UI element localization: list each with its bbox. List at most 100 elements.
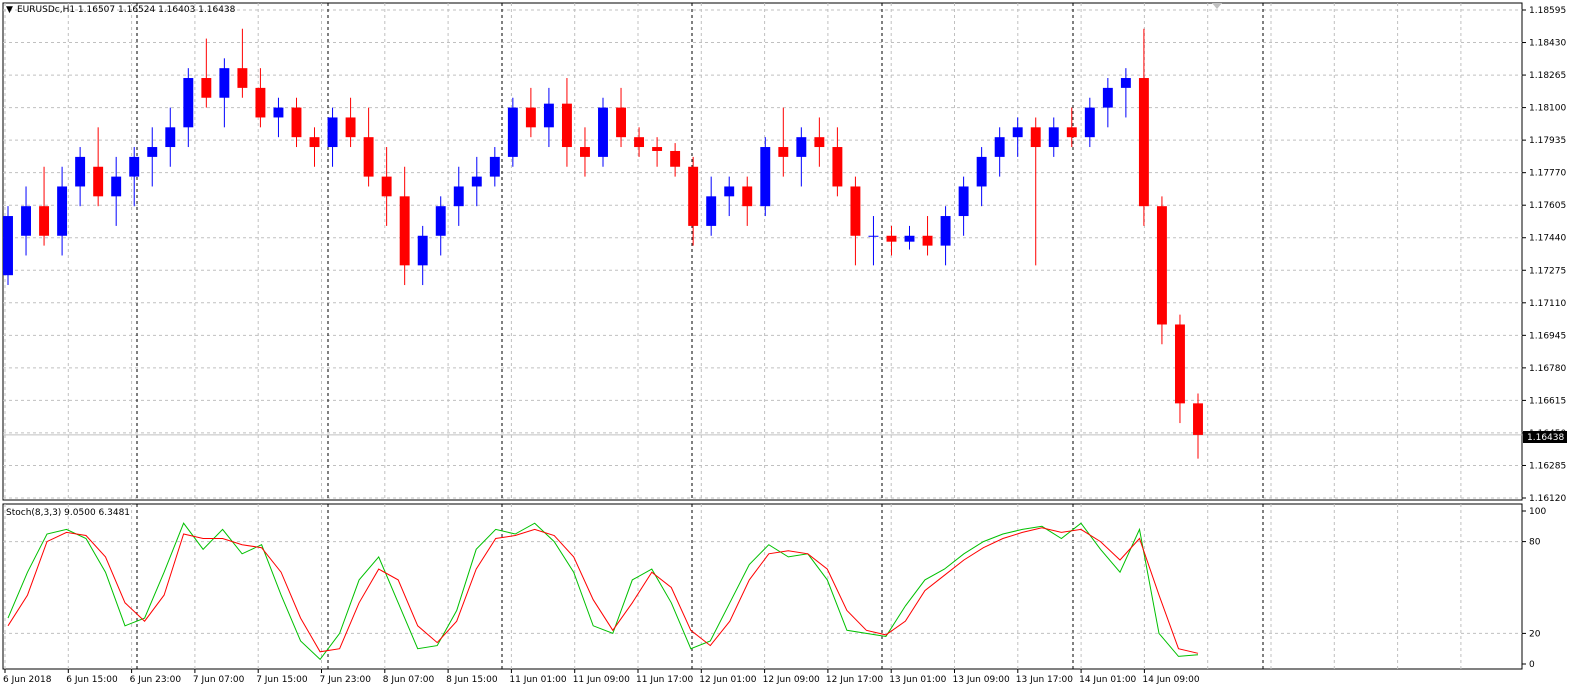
candle-body bbox=[147, 147, 158, 157]
candle-body bbox=[742, 186, 753, 207]
time-tick-label: 11 Jun 09:00 bbox=[573, 675, 630, 685]
candle-body bbox=[255, 87, 266, 118]
candle-body bbox=[760, 147, 771, 207]
time-tick-label: 13 Jun 17:00 bbox=[1016, 675, 1073, 685]
candle-body bbox=[57, 186, 68, 236]
time-tick-label: 12 Jun 09:00 bbox=[763, 675, 820, 685]
candle-body bbox=[561, 103, 572, 148]
candle-body bbox=[129, 156, 140, 177]
candle-body bbox=[1066, 127, 1077, 138]
time-tick-label: 7 Jun 15:00 bbox=[256, 675, 308, 685]
price-tick-label: 1.16780 bbox=[1529, 364, 1566, 374]
price-tick-label: 1.17275 bbox=[1529, 266, 1566, 276]
candle-body bbox=[1193, 403, 1203, 435]
chart-menu-triangle-icon[interactable]: ▼ bbox=[6, 5, 13, 15]
stoch-lines bbox=[7, 522, 1199, 661]
price-tick-label: 1.17110 bbox=[1529, 299, 1566, 309]
time-tick-label: 13 Jun 01:00 bbox=[889, 675, 946, 685]
candle-body bbox=[1156, 206, 1167, 325]
candle-body bbox=[363, 137, 374, 177]
candle-body bbox=[598, 107, 608, 157]
candle-body bbox=[814, 137, 825, 148]
stoch-level-label: 0 bbox=[1529, 660, 1535, 670]
stoch-level-label: 20 bbox=[1529, 629, 1541, 639]
candle-body bbox=[868, 235, 879, 237]
price-tick-label: 1.16285 bbox=[1529, 461, 1566, 471]
candle-body bbox=[688, 166, 699, 226]
stoch-level-label: 80 bbox=[1529, 538, 1541, 548]
price-grid bbox=[3, 3, 1522, 500]
candle-body bbox=[165, 127, 176, 148]
price-tick-label: 1.17770 bbox=[1529, 169, 1566, 179]
candle-body bbox=[1030, 127, 1041, 148]
price-tick-label: 1.16945 bbox=[1529, 331, 1566, 341]
stoch-axis: 100 80 20 0 bbox=[1522, 507, 1546, 670]
candle-body bbox=[832, 147, 843, 187]
price-pane[interactable] bbox=[2, 2, 1523, 501]
candle-body bbox=[850, 186, 861, 236]
candle-body bbox=[327, 117, 338, 148]
time-tick-label: 8 Jun 15:00 bbox=[446, 675, 498, 685]
candle-body bbox=[616, 107, 626, 138]
candle-body bbox=[670, 150, 681, 167]
candle-body bbox=[706, 196, 717, 226]
price-tick-label: 1.18100 bbox=[1529, 104, 1566, 114]
candle-body bbox=[75, 156, 86, 187]
stoch-grid bbox=[3, 504, 1522, 669]
candle-body bbox=[309, 137, 320, 148]
candle-body bbox=[1102, 87, 1113, 108]
time-axis: 6 Jun 2018 6 Jun 15:00 6 Jun 23:00 7 Jun 07… bbox=[3, 669, 1200, 685]
candle-body bbox=[634, 137, 645, 148]
time-tick-label: 13 Jun 09:00 bbox=[953, 675, 1010, 685]
time-tick-label: 11 Jun 17:00 bbox=[636, 675, 693, 685]
price-tick-label: 1.17440 bbox=[1529, 234, 1566, 244]
candle-body bbox=[525, 107, 536, 128]
price-tick-label: 1.18430 bbox=[1529, 39, 1566, 49]
candle-body bbox=[453, 186, 464, 207]
candle-body bbox=[381, 176, 392, 197]
chart-shift-marker-icon[interactable] bbox=[1212, 3, 1222, 9]
candle-body bbox=[922, 235, 933, 246]
candle-body bbox=[183, 78, 194, 128]
candle-body bbox=[976, 156, 987, 187]
candle-body bbox=[994, 137, 1005, 157]
candle-body bbox=[507, 107, 518, 157]
candle-body bbox=[345, 117, 356, 138]
candle-body bbox=[489, 156, 500, 177]
candle-body bbox=[778, 147, 789, 157]
time-tick-label: 8 Jun 07:00 bbox=[383, 675, 435, 685]
price-tick-label: 1.18265 bbox=[1529, 71, 1566, 81]
current-price-tag bbox=[1523, 431, 1567, 443]
candle-body bbox=[724, 186, 735, 197]
time-tick-label: 7 Jun 07:00 bbox=[193, 675, 245, 685]
candle-body bbox=[1084, 107, 1095, 138]
candle-body bbox=[471, 176, 482, 187]
price-tick-label: 1.18595 bbox=[1529, 6, 1566, 16]
candle-body bbox=[940, 216, 951, 246]
candle-body bbox=[201, 78, 212, 98]
candle-body bbox=[219, 68, 230, 98]
price-tick-label: 1.17605 bbox=[1529, 201, 1566, 211]
candle-body bbox=[435, 206, 446, 236]
candle-body bbox=[21, 206, 31, 236]
candle-body bbox=[580, 147, 590, 157]
time-tick-label: 6 Jun 23:00 bbox=[130, 675, 182, 685]
candle-body bbox=[399, 196, 410, 266]
candle-body bbox=[39, 206, 50, 236]
candle-body bbox=[291, 107, 302, 138]
time-tick-label: 11 Jun 01:00 bbox=[509, 675, 566, 685]
time-tick-label: 7 Jun 23:00 bbox=[320, 675, 372, 685]
candle-body bbox=[796, 137, 807, 157]
candle-body bbox=[111, 176, 122, 197]
stoch-pane[interactable] bbox=[2, 503, 1523, 670]
price-tick-label: 1.16615 bbox=[1529, 396, 1566, 406]
time-tick-label: 6 Jun 15:00 bbox=[66, 675, 118, 685]
price-axis: 1.18595 1.18430 1.18265 1.18100 1.17935 1.177… bbox=[1522, 6, 1566, 504]
candle-body bbox=[886, 235, 897, 242]
price-tick-label: 1.16120 bbox=[1529, 494, 1566, 504]
stoch-signal-line bbox=[7, 527, 1199, 654]
candle-body bbox=[1048, 127, 1059, 148]
symbol-header: EURUSDc,H1 1.16507 1.16524 1.16403 1.164… bbox=[17, 5, 236, 15]
candle-body bbox=[237, 68, 248, 88]
